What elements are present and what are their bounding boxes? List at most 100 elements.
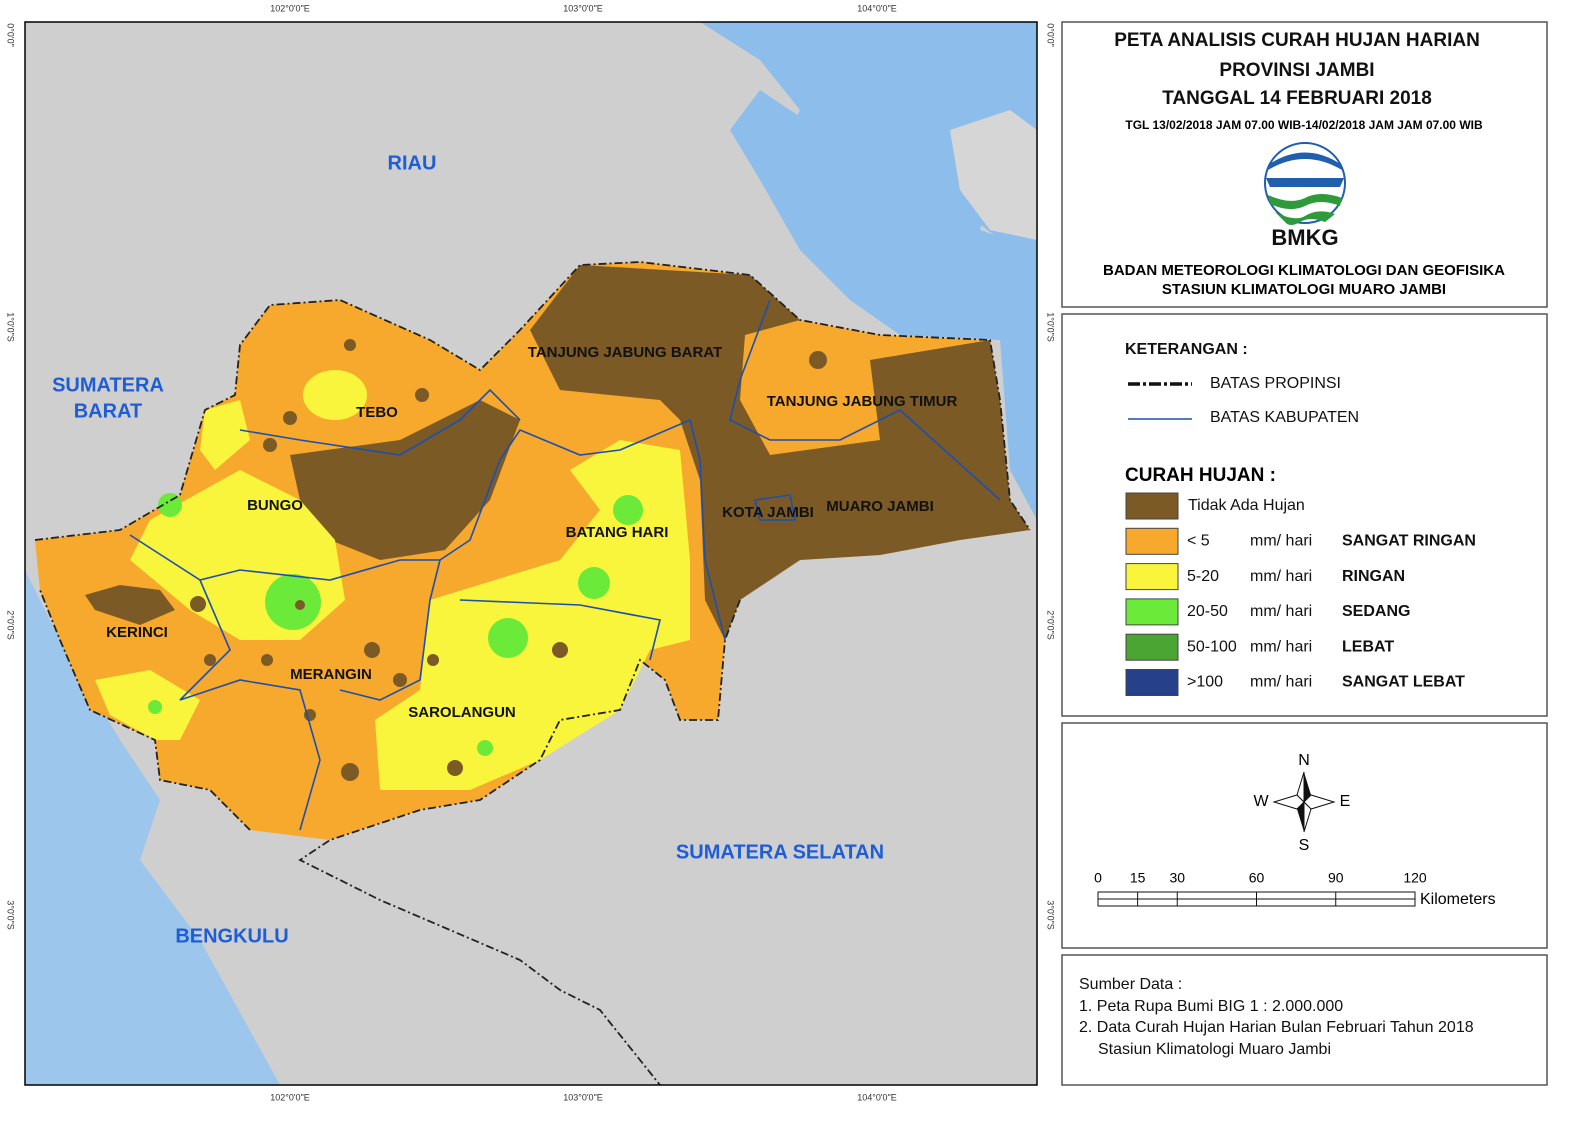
map-frame (24, 21, 1038, 1086)
district-label: MERANGIN (290, 666, 372, 683)
legend-category: SEDANG (1342, 603, 1410, 620)
coord-label: 103°0'0"E (563, 3, 603, 13)
rain-zone (477, 740, 493, 756)
source-line: 2. Data Curah Hujan Harian Bulan Februar… (1079, 1019, 1474, 1036)
legend-label: Tidak Ada Hujan (1188, 497, 1305, 514)
coord-label: 3°0'0"S (6, 900, 16, 930)
legend-label: BATAS KABUPATEN (1210, 409, 1359, 426)
region-label: RIAU (388, 152, 437, 174)
period: TGL 13/02/2018 JAM 07.00 WIB-14/02/2018 … (1125, 118, 1483, 132)
scale-unit: Kilometers (1420, 891, 1496, 908)
rain-zone (303, 370, 367, 420)
scale-label: 30 (1169, 870, 1185, 886)
legend-unit: mm/ hari (1250, 638, 1312, 655)
coordinates: 102°0'0"E 102°0'0"E 103°0'0"E 103°0'0"E 104°… (6, 3, 1056, 1102)
coord-label: 1°0'0"S (6, 312, 16, 342)
agency: BADAN METEOROLOGI KLIMATOLOGI DAN GEOFIS… (1103, 262, 1505, 279)
legend-category: SANGAT LEBAT (1342, 674, 1465, 691)
rain-zone (265, 574, 321, 630)
agency: STASIUN KLIMATOLOGI MUARO JAMBI (1162, 281, 1446, 298)
coord-label: 103°0'0"E (563, 1092, 603, 1102)
source-line: Stasiun Klimatologi Muaro Jambi (1098, 1041, 1331, 1058)
coord-label: 0°0'0" (1046, 23, 1056, 47)
scale-label: 0 (1094, 870, 1102, 886)
district-label: BATANG HARI (566, 524, 669, 541)
compass-letter: S (1299, 837, 1310, 854)
district-boundaries (129, 299, 1001, 831)
district-label: KOTA JAMBI (722, 504, 814, 521)
district-label: TEBO (356, 404, 398, 421)
rain-zone (613, 495, 643, 525)
source-heading: Sumber Data : (1079, 976, 1182, 993)
region-label: SUMATERA (52, 374, 164, 396)
legend-swatch (1125, 492, 1179, 520)
coord-label: 3°0'0"S (1046, 900, 1056, 930)
legend-heading: KETERANGAN : (1125, 341, 1248, 358)
region-label: BENGKULU (175, 925, 288, 947)
rain-zone (148, 700, 162, 714)
coord-label: 104°0'0"E (857, 3, 897, 13)
legend-range: < 5 (1187, 533, 1210, 550)
legend-range: 50-100 (1187, 638, 1237, 655)
coord-label: 2°0'0"S (6, 610, 16, 640)
logo-text: BMKG (1271, 225, 1338, 250)
panel-frames (1061, 21, 1548, 1086)
legend-range: 20-50 (1187, 603, 1228, 620)
source-line: 1. Peta Rupa Bumi BIG 1 : 2.000.000 (1079, 998, 1343, 1015)
coord-label: 0°0'0" (6, 23, 16, 47)
coord-label: 1°0'0"S (1046, 312, 1056, 342)
legend-swatch (1125, 563, 1179, 591)
district-label: KERINCI (106, 624, 168, 641)
legend-classes: Tidak Ada Hujan < 5 mm/ hari SANGAT RINGAN 5… (1125, 492, 1476, 696)
island (950, 110, 1037, 240)
legend-unit: mm/ hari (1250, 674, 1312, 691)
compass-letter: E (1340, 793, 1351, 810)
legend-category: LEBAT (1342, 638, 1394, 655)
rain-zone (35, 262, 1030, 840)
province-boundary (34, 261, 1031, 1085)
title: PROVINSI JAMBI (1219, 60, 1374, 81)
coord-label: 104°0'0"E (857, 1092, 897, 1102)
rain-spots (190, 339, 827, 781)
legend-swatch (1125, 669, 1179, 696)
coord-label: 102°0'0"E (270, 1092, 310, 1102)
legend-unit: mm/ hari (1250, 568, 1312, 585)
scale-label: 90 (1328, 870, 1344, 886)
district-label: BUNGO (247, 497, 303, 514)
legend-range: 5-20 (1187, 568, 1219, 585)
legend-category: RINGAN (1342, 568, 1405, 585)
legend-label: BATAS PROPINSI (1210, 375, 1341, 392)
region-label: BARAT (74, 400, 143, 422)
title: TANGGAL 14 FEBRUARI 2018 (1162, 88, 1432, 109)
legend-swatch (1125, 527, 1179, 555)
legend-swatch (1125, 598, 1179, 626)
rain-zone (158, 493, 182, 517)
map: RIAU SUMATERA BARAT SUMATERA SELATAN BEN… (25, 22, 1037, 1085)
legend-swatch (1125, 633, 1179, 661)
district-label: TANJUNG JABUNG BARAT (528, 344, 722, 361)
rain-zone (375, 440, 690, 790)
scale-label: 120 (1403, 870, 1427, 886)
district-label: TANJUNG JABUNG TIMUR (767, 393, 958, 410)
rain-zone (85, 585, 175, 625)
compass: N S E W (1253, 752, 1350, 854)
title: PETA ANALISIS CURAH HUJAN HARIAN (1114, 30, 1480, 51)
logo: BMKG (1264, 142, 1346, 250)
legend-heading: CURAH HUJAN : (1125, 465, 1276, 486)
region-label: SUMATERA SELATAN (676, 841, 884, 863)
sea (700, 22, 1037, 250)
scale-label: 15 (1130, 870, 1146, 886)
compass-letter: N (1298, 752, 1310, 769)
district-label: MUARO JAMBI (826, 498, 934, 515)
rain-zone (290, 400, 520, 560)
district-label: SAROLANGUN (408, 704, 516, 721)
legend-range: >100 (1187, 674, 1223, 691)
rain-zone (488, 618, 528, 658)
legend-unit: mm/ hari (1250, 603, 1312, 620)
rain-zone (95, 670, 200, 740)
compass-letter: W (1253, 793, 1269, 810)
rain-zone (578, 567, 610, 599)
coord-label: 102°0'0"E (270, 3, 310, 13)
scale-bar: 0 15 30 60 90 120 Kilometers (1094, 870, 1495, 909)
